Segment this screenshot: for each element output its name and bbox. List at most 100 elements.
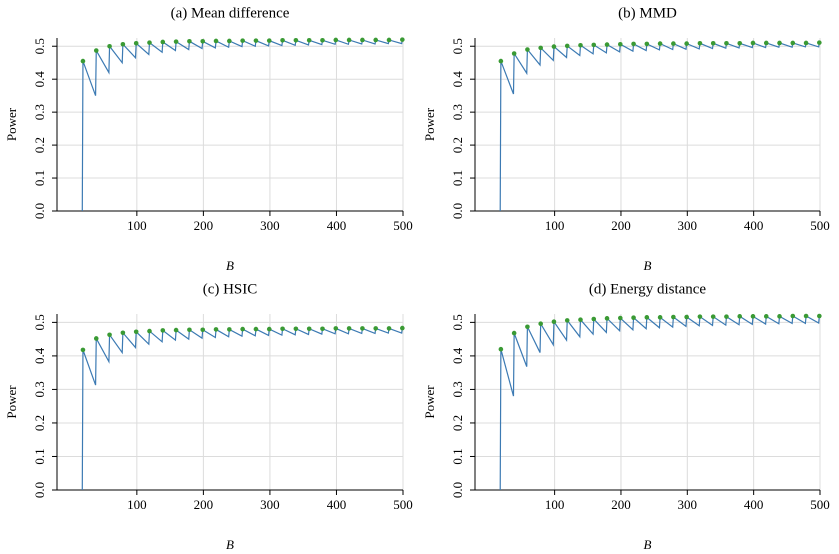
- peak-point: [578, 317, 583, 322]
- peak-point: [671, 41, 676, 46]
- y-tick-label: 0.4: [450, 71, 465, 88]
- y-tick-label: 0.0: [450, 203, 465, 219]
- y-tick-label: 0.5: [32, 314, 47, 330]
- panel-title: (c) HSIC: [203, 281, 258, 297]
- peak-point: [346, 37, 352, 43]
- peak-point: [253, 326, 259, 332]
- x-tick-label: 400: [744, 497, 764, 512]
- peak-point: [724, 314, 729, 319]
- y-tick-label: 0.0: [32, 482, 47, 498]
- peak-point: [360, 326, 365, 331]
- peak-point: [80, 347, 86, 353]
- panel: (c) HSIC B Power 100 200 300 400 500 0.0 0.1 0.2 0.…: [4, 281, 413, 552]
- x-tick-label: 400: [744, 218, 764, 233]
- peak-point: [160, 39, 166, 45]
- peak-point: [93, 336, 99, 341]
- peak-point: [790, 40, 796, 46]
- peak-point: [266, 38, 272, 43]
- peak-point: [657, 41, 663, 46]
- x-tick-label: 200: [194, 218, 214, 233]
- x-tick-label: 200: [194, 497, 214, 512]
- x-axis-label: B: [226, 537, 234, 552]
- x-tick-label: 500: [393, 218, 413, 233]
- power-line: [499, 42, 820, 212]
- peak-point: [684, 41, 689, 46]
- y-tick-label: 0.2: [32, 415, 47, 431]
- x-tick-label: 300: [678, 497, 698, 512]
- peak-point: [591, 316, 597, 322]
- y-tick-label: 0.3: [32, 381, 47, 397]
- peak-point: [400, 37, 405, 42]
- peak-point: [373, 37, 379, 43]
- peak-point: [280, 38, 285, 43]
- peak-point: [280, 326, 285, 332]
- panel-title: (a) Mean difference: [171, 5, 290, 21]
- peak-point: [737, 314, 743, 319]
- peak-point: [604, 42, 610, 47]
- peak-point: [803, 313, 809, 319]
- y-tick-label: 0.1: [450, 170, 465, 186]
- panel: (b) MMD B Power 100 200 300 400 500 0.0 0.1 0.2 0.3…: [422, 5, 830, 273]
- y-axis-label: Power: [422, 385, 437, 419]
- peak-point: [697, 314, 703, 319]
- peak-point: [120, 330, 126, 336]
- panel-title: (d) Energy distance: [589, 281, 707, 297]
- x-tick-label: 500: [810, 497, 830, 512]
- x-tick-label: 500: [393, 497, 413, 512]
- x-tick-label: 500: [810, 218, 830, 233]
- panel: (d) Energy distance B Power 100 200 300 400 500…: [422, 281, 830, 552]
- y-tick-label: 0.0: [32, 203, 47, 219]
- power-line: [499, 315, 820, 491]
- y-tick-label: 0.1: [32, 170, 47, 186]
- peak-point: [293, 38, 299, 43]
- x-tick-label: 100: [545, 218, 565, 233]
- peak-point: [817, 40, 822, 45]
- peak-point: [266, 326, 272, 332]
- peak-point: [107, 43, 112, 49]
- peak-point: [777, 314, 782, 319]
- peak-point: [671, 314, 676, 320]
- peak-point: [617, 315, 623, 321]
- y-tick-label: 0.3: [32, 104, 47, 120]
- peak-point: [173, 39, 179, 44]
- peak-point: [147, 40, 152, 45]
- x-axis-label: B: [644, 258, 652, 273]
- peak-point: [306, 38, 312, 43]
- peak-point: [333, 37, 339, 43]
- peak-point: [631, 41, 636, 47]
- peak-point: [498, 58, 504, 64]
- peak-point: [333, 326, 339, 331]
- y-tick-label: 0.2: [450, 415, 465, 431]
- peak-point: [147, 328, 152, 334]
- peak-point: [564, 43, 570, 49]
- peak-point: [803, 40, 809, 46]
- peak-point: [777, 40, 782, 46]
- peak-point: [710, 40, 716, 46]
- x-tick-label: 200: [611, 497, 631, 512]
- peak-point: [817, 313, 822, 319]
- y-tick-label: 0.5: [450, 38, 465, 54]
- peak-point: [107, 332, 112, 338]
- peak-point: [578, 42, 583, 48]
- peak-point: [525, 47, 530, 52]
- peak-point: [160, 328, 166, 333]
- peak-point: [790, 313, 796, 319]
- peak-point: [213, 327, 219, 332]
- peak-point: [173, 327, 179, 333]
- peak-point: [187, 38, 192, 44]
- peak-point: [306, 326, 312, 332]
- panel-title: (b) MMD: [618, 5, 677, 21]
- y-tick-label: 0.1: [32, 448, 47, 464]
- peak-point: [133, 40, 139, 46]
- peak-point: [538, 321, 543, 327]
- peak-point: [187, 327, 192, 333]
- peak-point: [386, 37, 392, 43]
- power-line: [81, 327, 403, 491]
- x-axis-label: B: [644, 537, 652, 552]
- y-axis-label: Power: [4, 107, 19, 141]
- peak-point: [320, 38, 325, 43]
- peak-point: [200, 327, 206, 333]
- peak-point: [400, 325, 405, 331]
- y-tick-label: 0.5: [32, 38, 47, 54]
